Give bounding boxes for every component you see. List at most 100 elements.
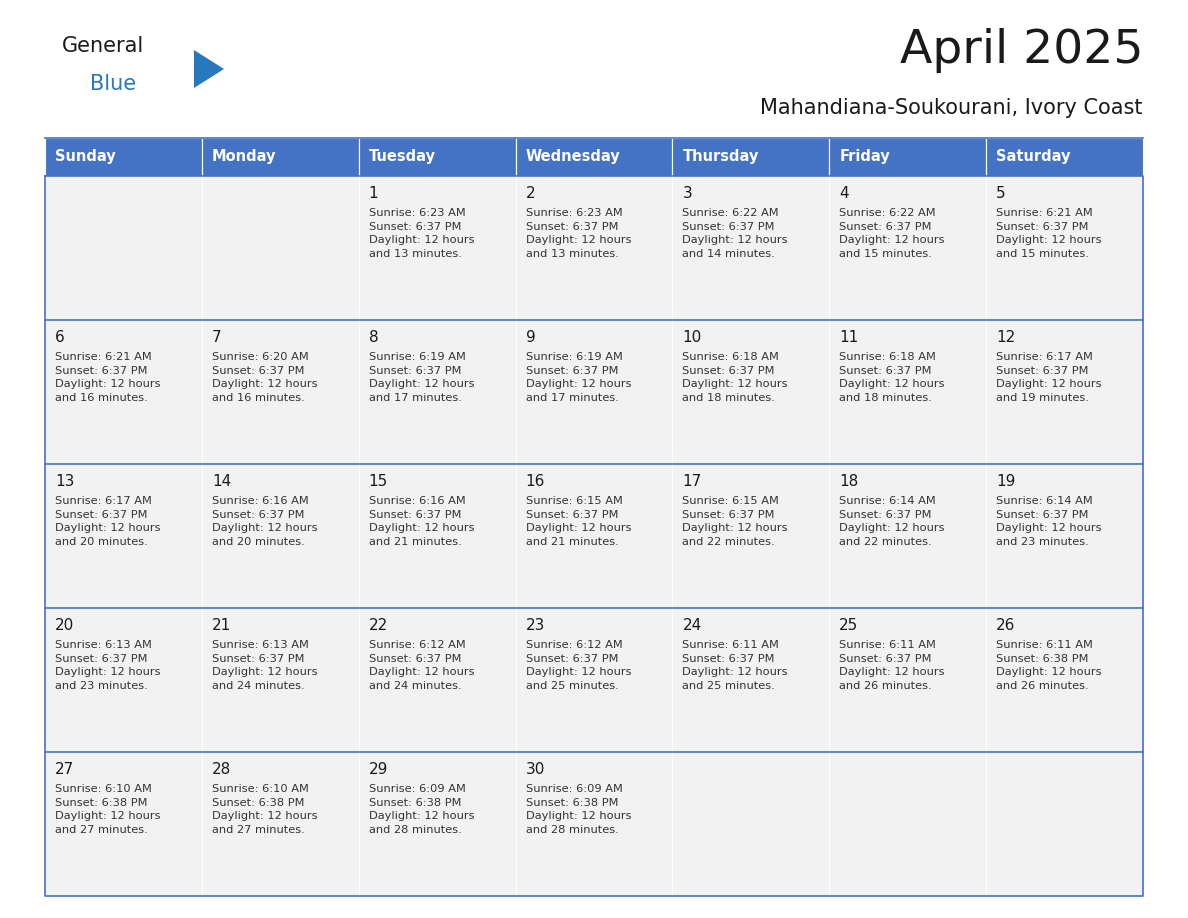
Text: 4: 4: [839, 186, 849, 201]
Text: Sunrise: 6:12 AM
Sunset: 6:37 PM
Daylight: 12 hours
and 24 minutes.: Sunrise: 6:12 AM Sunset: 6:37 PM Dayligh…: [368, 640, 474, 691]
Text: 9: 9: [525, 330, 536, 345]
Text: Tuesday: Tuesday: [368, 150, 436, 164]
Text: 3: 3: [682, 186, 693, 201]
Bar: [672, 176, 829, 320]
Text: 8: 8: [368, 330, 378, 345]
Bar: [516, 752, 672, 896]
Text: Sunrise: 6:15 AM
Sunset: 6:37 PM
Daylight: 12 hours
and 22 minutes.: Sunrise: 6:15 AM Sunset: 6:37 PM Dayligh…: [682, 496, 788, 547]
Bar: [516, 138, 672, 176]
Text: 22: 22: [368, 618, 388, 633]
Text: 6: 6: [55, 330, 65, 345]
Bar: [45, 752, 202, 896]
Text: 20: 20: [55, 618, 74, 633]
Text: Sunrise: 6:17 AM
Sunset: 6:37 PM
Daylight: 12 hours
and 20 minutes.: Sunrise: 6:17 AM Sunset: 6:37 PM Dayligh…: [55, 496, 160, 547]
Bar: [986, 320, 1143, 464]
Bar: [829, 608, 986, 752]
Bar: [986, 176, 1143, 320]
Text: 21: 21: [211, 618, 232, 633]
Text: 12: 12: [997, 330, 1016, 345]
Bar: [359, 138, 516, 176]
Bar: [986, 464, 1143, 608]
Text: Blue: Blue: [90, 74, 137, 94]
Bar: [672, 464, 829, 608]
Text: 10: 10: [682, 330, 702, 345]
Text: 26: 26: [997, 618, 1016, 633]
Bar: [829, 138, 986, 176]
Text: Sunrise: 6:15 AM
Sunset: 6:37 PM
Daylight: 12 hours
and 21 minutes.: Sunrise: 6:15 AM Sunset: 6:37 PM Dayligh…: [525, 496, 631, 547]
Text: General: General: [62, 36, 144, 56]
Bar: [45, 176, 202, 320]
Text: Sunrise: 6:23 AM
Sunset: 6:37 PM
Daylight: 12 hours
and 13 minutes.: Sunrise: 6:23 AM Sunset: 6:37 PM Dayligh…: [368, 208, 474, 259]
Text: Sunrise: 6:22 AM
Sunset: 6:37 PM
Daylight: 12 hours
and 14 minutes.: Sunrise: 6:22 AM Sunset: 6:37 PM Dayligh…: [682, 208, 788, 259]
Bar: [672, 138, 829, 176]
Bar: [672, 752, 829, 896]
Bar: [672, 608, 829, 752]
Bar: [359, 464, 516, 608]
Text: Sunrise: 6:23 AM
Sunset: 6:37 PM
Daylight: 12 hours
and 13 minutes.: Sunrise: 6:23 AM Sunset: 6:37 PM Dayligh…: [525, 208, 631, 259]
Bar: [516, 176, 672, 320]
Text: 24: 24: [682, 618, 702, 633]
Bar: [516, 320, 672, 464]
Text: 2: 2: [525, 186, 536, 201]
Text: 7: 7: [211, 330, 221, 345]
Text: Sunrise: 6:17 AM
Sunset: 6:37 PM
Daylight: 12 hours
and 19 minutes.: Sunrise: 6:17 AM Sunset: 6:37 PM Dayligh…: [997, 352, 1101, 403]
Bar: [829, 320, 986, 464]
Text: Sunrise: 6:14 AM
Sunset: 6:37 PM
Daylight: 12 hours
and 23 minutes.: Sunrise: 6:14 AM Sunset: 6:37 PM Dayligh…: [997, 496, 1101, 547]
Text: Sunrise: 6:13 AM
Sunset: 6:37 PM
Daylight: 12 hours
and 23 minutes.: Sunrise: 6:13 AM Sunset: 6:37 PM Dayligh…: [55, 640, 160, 691]
Text: Sunrise: 6:10 AM
Sunset: 6:38 PM
Daylight: 12 hours
and 27 minutes.: Sunrise: 6:10 AM Sunset: 6:38 PM Dayligh…: [211, 784, 317, 834]
Bar: [359, 176, 516, 320]
Text: Sunrise: 6:11 AM
Sunset: 6:38 PM
Daylight: 12 hours
and 26 minutes.: Sunrise: 6:11 AM Sunset: 6:38 PM Dayligh…: [997, 640, 1101, 691]
Text: 16: 16: [525, 474, 545, 489]
Bar: [202, 752, 359, 896]
Bar: [516, 464, 672, 608]
Text: Friday: Friday: [839, 150, 890, 164]
Text: Wednesday: Wednesday: [525, 150, 620, 164]
Text: Sunrise: 6:12 AM
Sunset: 6:37 PM
Daylight: 12 hours
and 25 minutes.: Sunrise: 6:12 AM Sunset: 6:37 PM Dayligh…: [525, 640, 631, 691]
Bar: [359, 608, 516, 752]
Bar: [202, 176, 359, 320]
Text: April 2025: April 2025: [899, 28, 1143, 73]
Bar: [359, 320, 516, 464]
Text: Sunrise: 6:10 AM
Sunset: 6:38 PM
Daylight: 12 hours
and 27 minutes.: Sunrise: 6:10 AM Sunset: 6:38 PM Dayligh…: [55, 784, 160, 834]
Text: Sunrise: 6:09 AM
Sunset: 6:38 PM
Daylight: 12 hours
and 28 minutes.: Sunrise: 6:09 AM Sunset: 6:38 PM Dayligh…: [525, 784, 631, 834]
Text: Sunrise: 6:14 AM
Sunset: 6:37 PM
Daylight: 12 hours
and 22 minutes.: Sunrise: 6:14 AM Sunset: 6:37 PM Dayligh…: [839, 496, 944, 547]
Text: Mahandiana-Soukourani, Ivory Coast: Mahandiana-Soukourani, Ivory Coast: [760, 98, 1143, 118]
Bar: [829, 464, 986, 608]
Text: Sunrise: 6:19 AM
Sunset: 6:37 PM
Daylight: 12 hours
and 17 minutes.: Sunrise: 6:19 AM Sunset: 6:37 PM Dayligh…: [368, 352, 474, 403]
Text: 27: 27: [55, 762, 74, 777]
Bar: [45, 138, 202, 176]
Text: 30: 30: [525, 762, 545, 777]
Bar: [829, 752, 986, 896]
Text: Saturday: Saturday: [997, 150, 1070, 164]
Text: 11: 11: [839, 330, 859, 345]
Text: Sunrise: 6:18 AM
Sunset: 6:37 PM
Daylight: 12 hours
and 18 minutes.: Sunrise: 6:18 AM Sunset: 6:37 PM Dayligh…: [839, 352, 944, 403]
Text: Sunrise: 6:13 AM
Sunset: 6:37 PM
Daylight: 12 hours
and 24 minutes.: Sunrise: 6:13 AM Sunset: 6:37 PM Dayligh…: [211, 640, 317, 691]
Text: Sunrise: 6:18 AM
Sunset: 6:37 PM
Daylight: 12 hours
and 18 minutes.: Sunrise: 6:18 AM Sunset: 6:37 PM Dayligh…: [682, 352, 788, 403]
Text: 17: 17: [682, 474, 702, 489]
Text: 23: 23: [525, 618, 545, 633]
Text: Sunrise: 6:21 AM
Sunset: 6:37 PM
Daylight: 12 hours
and 15 minutes.: Sunrise: 6:21 AM Sunset: 6:37 PM Dayligh…: [997, 208, 1101, 259]
Text: 5: 5: [997, 186, 1006, 201]
Text: 15: 15: [368, 474, 388, 489]
Text: Monday: Monday: [211, 150, 277, 164]
Text: Sunrise: 6:09 AM
Sunset: 6:38 PM
Daylight: 12 hours
and 28 minutes.: Sunrise: 6:09 AM Sunset: 6:38 PM Dayligh…: [368, 784, 474, 834]
Bar: [986, 608, 1143, 752]
Bar: [986, 752, 1143, 896]
Text: 13: 13: [55, 474, 75, 489]
Bar: [986, 138, 1143, 176]
Text: 25: 25: [839, 618, 859, 633]
Bar: [202, 138, 359, 176]
Bar: [202, 464, 359, 608]
Text: Sunrise: 6:11 AM
Sunset: 6:37 PM
Daylight: 12 hours
and 26 minutes.: Sunrise: 6:11 AM Sunset: 6:37 PM Dayligh…: [839, 640, 944, 691]
Text: Sunrise: 6:20 AM
Sunset: 6:37 PM
Daylight: 12 hours
and 16 minutes.: Sunrise: 6:20 AM Sunset: 6:37 PM Dayligh…: [211, 352, 317, 403]
Bar: [516, 608, 672, 752]
Text: 29: 29: [368, 762, 388, 777]
Text: 18: 18: [839, 474, 859, 489]
Bar: [202, 608, 359, 752]
Bar: [359, 752, 516, 896]
Text: Sunday: Sunday: [55, 150, 115, 164]
Bar: [45, 464, 202, 608]
Text: Thursday: Thursday: [682, 150, 759, 164]
Polygon shape: [194, 50, 225, 88]
Text: 19: 19: [997, 474, 1016, 489]
